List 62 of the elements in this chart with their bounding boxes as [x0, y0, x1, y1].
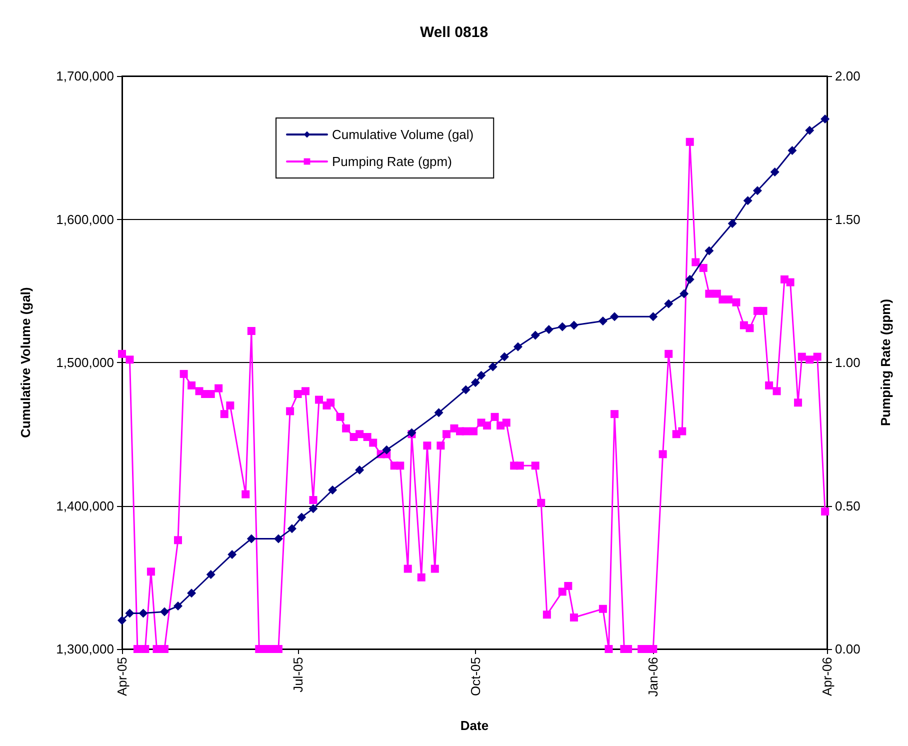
chart-title: Well 0818: [420, 24, 488, 41]
y-tick-label: 1,700,000: [56, 68, 114, 84]
x-axis-title: Date: [460, 718, 489, 733]
point: [558, 322, 567, 332]
y-tick-label: 1,600,000: [56, 212, 114, 227]
x-tick-label: Jan-06: [646, 657, 661, 697]
y2-tick-label: 2.00: [835, 68, 860, 84]
point: [118, 616, 126, 625]
point: [788, 146, 797, 155]
point: [530, 330, 540, 340]
point: [648, 312, 658, 322]
point: [470, 378, 480, 388]
point: [743, 196, 752, 206]
y2-tick-label: 1.00: [835, 355, 860, 370]
x-tick-label: Oct-05: [468, 657, 483, 696]
x-tick-label: Apr-05: [114, 657, 130, 696]
point: [569, 320, 578, 330]
y2-tick-label: 0.00: [835, 642, 860, 656]
y2-axis-title: Pumping Rate (gpm): [878, 298, 893, 426]
point: [805, 126, 814, 135]
point: [488, 362, 498, 372]
point: [206, 570, 216, 580]
legend-label: Pumping Rate (gpm): [332, 154, 452, 169]
point: [297, 512, 306, 522]
y2-tick-label: 1.50: [835, 212, 860, 227]
point: [598, 316, 608, 326]
point: [287, 524, 296, 534]
point: [461, 385, 470, 394]
point: [500, 352, 509, 362]
point: [544, 325, 554, 334]
point: [160, 607, 169, 616]
y-axis-title: Cumulative Volume (gal): [18, 287, 33, 438]
y2-tick-label: 0.50: [835, 498, 860, 514]
point: [770, 167, 780, 176]
point: [685, 274, 694, 284]
point: [476, 370, 486, 380]
point: [382, 445, 392, 454]
x-tick-label: Jul-05: [290, 657, 306, 692]
y-tick-label: 1,300,000: [56, 642, 114, 656]
point: [752, 186, 762, 196]
point: [704, 246, 714, 256]
point: [664, 299, 674, 308]
point: [728, 219, 737, 228]
point: [513, 342, 522, 352]
point: [228, 550, 237, 559]
point: [138, 608, 148, 618]
point: [274, 534, 283, 544]
point: [434, 408, 444, 418]
point: [174, 602, 183, 611]
point: [680, 289, 689, 298]
x-tick-label: Apr-06: [820, 657, 834, 696]
point: [820, 114, 830, 124]
point: [125, 608, 134, 618]
y-tick-label: 1,500,000: [56, 355, 114, 370]
point: [355, 465, 364, 474]
y-tick-label: 1,400,000: [56, 498, 114, 514]
point: [246, 534, 256, 544]
point: [610, 312, 620, 322]
point: [308, 504, 318, 514]
point: [187, 588, 196, 598]
point: [328, 485, 338, 494]
legend-label: Cumulative Volume (gal): [332, 127, 474, 142]
